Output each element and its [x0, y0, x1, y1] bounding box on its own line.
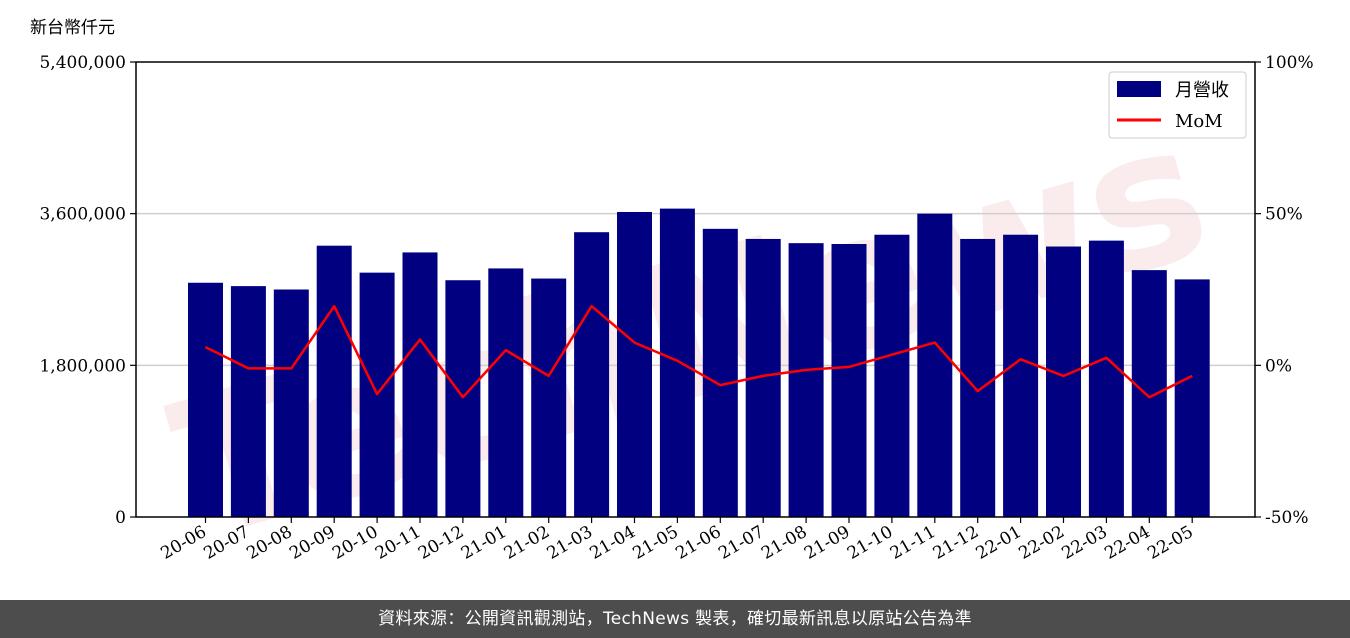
y-left-tick-label-1: 1,800,000: [39, 356, 126, 376]
bar-22-03: [1088, 240, 1124, 517]
mom-line-layer: [204, 304, 1193, 399]
x-tick-label-21-06: 21-06: [672, 522, 724, 564]
bar-22-02: [1046, 246, 1081, 517]
x-tick-label-21-08: 21-08: [758, 522, 810, 564]
legend-label-bar: 月營收: [1175, 80, 1229, 101]
y-left-tick-label-2: 3,600,000: [39, 205, 126, 225]
x-tick-label-22-03: 22-03: [1058, 522, 1110, 564]
bar-20-11: [402, 252, 438, 518]
x-tick-label-21-01: 21-01: [458, 522, 510, 564]
x-tick-label-21-12: 21-12: [930, 522, 982, 564]
x-tick-label-21-11: 21-11: [887, 522, 939, 564]
x-tick-label-21-07: 21-07: [715, 522, 767, 564]
bar-22-04: [1131, 270, 1167, 517]
plot-frame: [135, 61, 1256, 518]
bar-21-06: [702, 228, 738, 518]
x-tick-label-22-02: 22-02: [1016, 522, 1068, 564]
bar-21-11: [917, 213, 953, 517]
bar-21-01: [488, 268, 524, 517]
bar-21-02: [531, 278, 567, 517]
x-tick-label-20-12: 20-12: [415, 522, 467, 564]
mom-line: [204, 304, 1193, 399]
x-tick-label-22-01: 22-01: [973, 522, 1025, 564]
x-tick-label-22-05: 22-05: [1144, 522, 1196, 564]
chart-area: TechNews 01,800,0003,600,0005,400,000-50…: [30, 18, 1314, 583]
bar-21-04: [617, 211, 652, 517]
y-left-tick-label-0: 0: [115, 508, 126, 528]
bar-22-01: [1003, 234, 1039, 517]
y-left-tick-label-3: 5,400,000: [39, 53, 126, 73]
bar-layer: [188, 208, 1210, 518]
x-tick-label-22-04: 22-04: [1101, 522, 1153, 564]
legend-swatch-bar: [1117, 81, 1161, 97]
legend-label-line: MoM: [1175, 111, 1223, 132]
x-tick-label-20-06: 20-06: [158, 522, 210, 564]
bar-21-05: [659, 208, 695, 517]
x-tick-label-21-10: 21-10: [844, 522, 896, 564]
bar-20-07: [230, 286, 266, 517]
bar-21-08: [788, 243, 824, 517]
x-tick-label-21-03: 21-03: [544, 522, 596, 564]
x-tick-label-21-04: 21-04: [587, 522, 639, 564]
legend: 月營收 MoM: [1108, 71, 1247, 139]
bar-20-06: [188, 282, 223, 517]
revenue-chart: TechNews 01,800,0003,600,0005,400,000-50…: [30, 18, 1314, 583]
y-right-tick-label-3: 100%: [1265, 53, 1314, 73]
source-footer: 資料來源：公開資訊觀測站，TechNews 製表，確切最新訊息以原站公告為準: [0, 600, 1350, 638]
y-right-tick-label-2: 50%: [1265, 205, 1303, 225]
y-right-tick-label-1: 0%: [1265, 356, 1292, 376]
x-tick-label-21-02: 21-02: [501, 522, 553, 564]
bar-21-03: [574, 232, 610, 517]
bar-21-09: [831, 244, 867, 517]
x-tick-label-21-09: 21-09: [801, 522, 853, 564]
x-tick-label-21-05: 21-05: [629, 522, 681, 564]
bar-21-10: [874, 234, 910, 517]
bar-20-09: [316, 245, 352, 517]
bar-20-08: [273, 289, 309, 517]
bar-20-12: [445, 280, 481, 517]
unit-label: 新台幣仟元: [30, 18, 115, 38]
y-right-tick-label-0: -50%: [1265, 508, 1309, 528]
bar-22-05: [1174, 279, 1210, 517]
